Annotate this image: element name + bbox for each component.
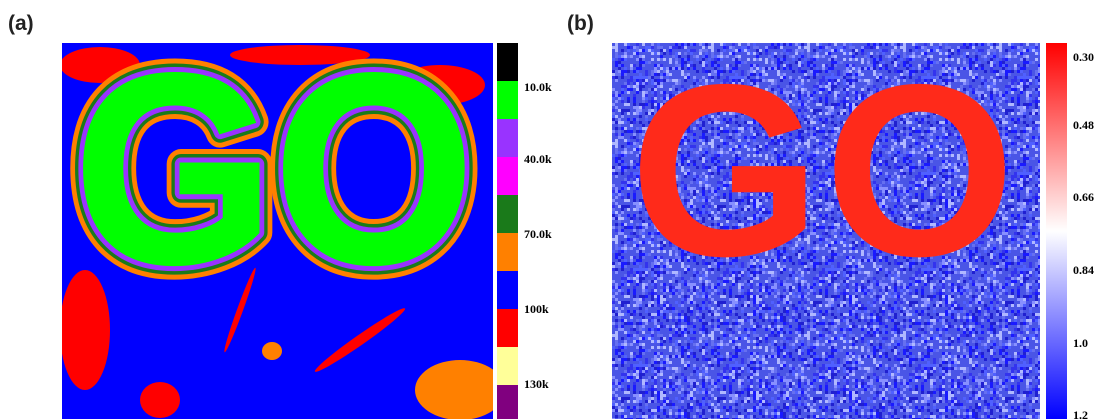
colorbar-label: 100k bbox=[524, 302, 549, 316]
colorbar-label: 70.0k bbox=[524, 227, 552, 241]
panel-label: (b) bbox=[567, 12, 594, 35]
colorbar-segment bbox=[497, 119, 518, 157]
panel-label: (a) bbox=[8, 12, 34, 35]
blob bbox=[140, 382, 180, 418]
colorbar-segment bbox=[497, 233, 518, 271]
colorbar-label: 130k bbox=[524, 377, 549, 391]
figure: (a) (b) GO GO GO GO GO 10.0k 40.0k 70.0k 10… bbox=[0, 0, 1104, 419]
colorbar-segment bbox=[497, 309, 518, 347]
colorbar-label: 0.30 bbox=[1073, 50, 1094, 64]
colorbar-label: 1.2 bbox=[1073, 408, 1088, 419]
colorbar-segment bbox=[497, 157, 518, 195]
blob bbox=[262, 342, 282, 360]
colorbar-label: 10.0k bbox=[524, 80, 552, 94]
colorbar-label: 40.0k bbox=[524, 152, 552, 166]
letters-core: GO bbox=[74, 19, 474, 320]
colorbar-b bbox=[1046, 43, 1067, 419]
image-b: GO bbox=[612, 33, 1040, 419]
colorbar-segment bbox=[497, 43, 518, 81]
colorbar-segment bbox=[497, 195, 518, 233]
image-a: GO GO GO GO bbox=[60, 19, 505, 419]
colorbar-segment bbox=[497, 81, 518, 119]
colorbar-label: 0.48 bbox=[1073, 118, 1094, 132]
colorbar-segment bbox=[497, 271, 518, 309]
colorbar-label: 0.84 bbox=[1073, 263, 1094, 277]
colorbar-label: 0.66 bbox=[1073, 190, 1094, 204]
colorbar-a bbox=[497, 43, 518, 419]
colorbar-segment bbox=[497, 347, 518, 385]
blob bbox=[415, 360, 505, 419]
colorbar-label: 1.0 bbox=[1073, 336, 1088, 350]
colorbar-segment bbox=[497, 385, 518, 419]
